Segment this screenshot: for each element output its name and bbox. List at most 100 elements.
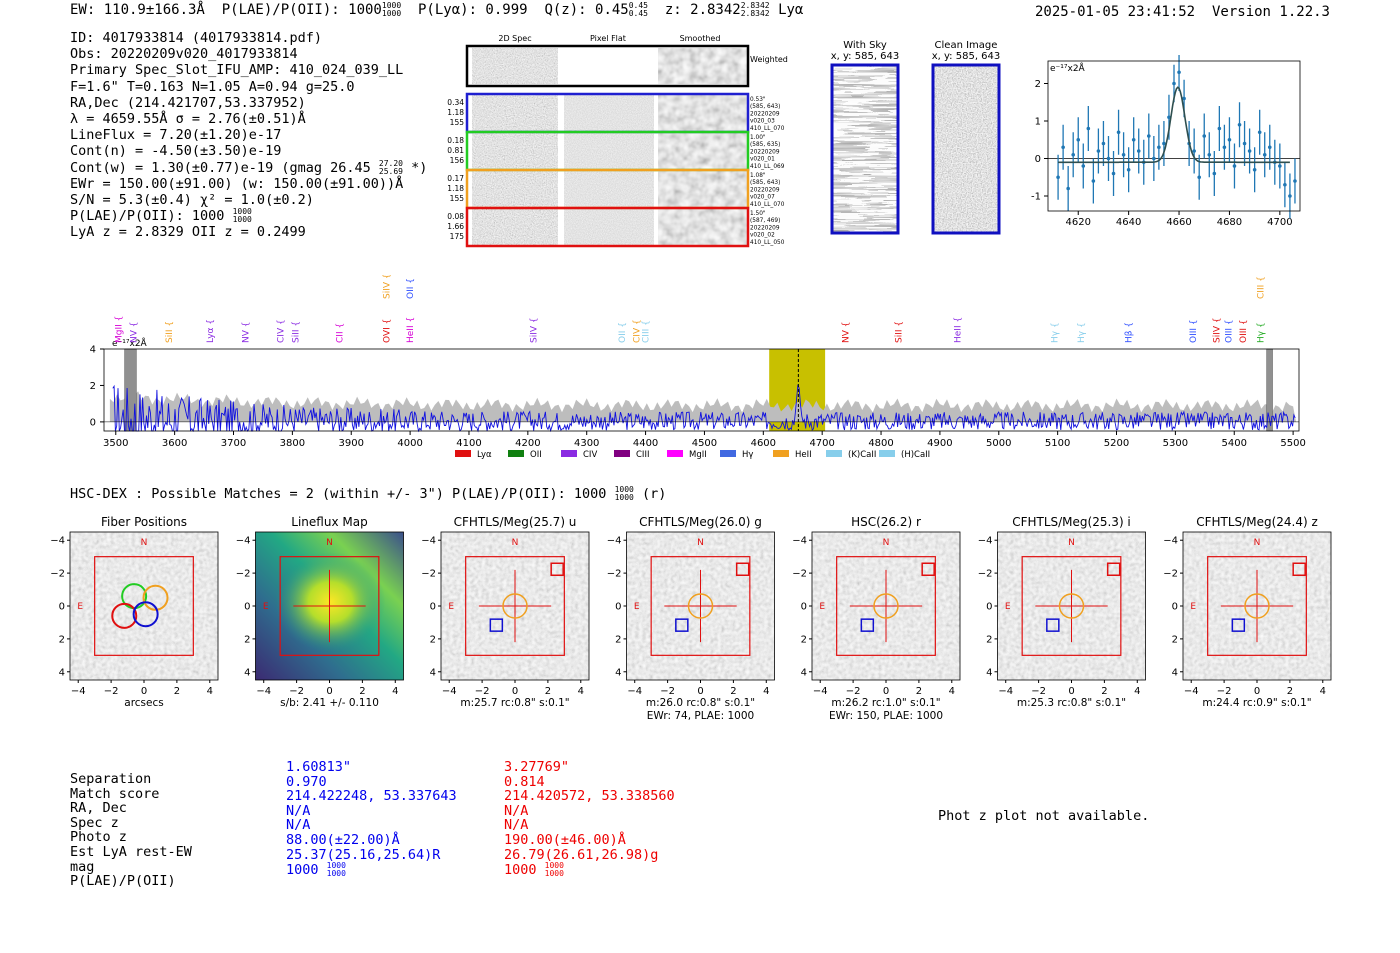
panel-caption: m:26.0 rc:0.8" s:0.1" [646, 697, 755, 709]
emission-line-label: NV { [241, 322, 251, 343]
plya-value: P(Lyα): 0.999 [418, 2, 528, 18]
match-box-red [1106, 562, 1121, 576]
north-label: N [1068, 538, 1075, 548]
data-point [1116, 130, 1121, 135]
emission-line-label: Lyα { [206, 319, 216, 343]
panel-caption: m:25.7 rc:0.8" s:0.1" [460, 697, 569, 709]
table-label: Separation [70, 771, 152, 787]
legend-swatch [720, 450, 736, 457]
photz-message: Phot z plot not available. [938, 808, 1150, 824]
search-box [1021, 556, 1122, 656]
imaging-panel-6: CFHTLS/Meg(24.4) zNE−44−22002−24−4m:24.4… [1163, 515, 1332, 709]
panel-x-tick: 2 [174, 686, 180, 697]
fiber-cutouts: 2D Spec Pixel Flat Smoothed Weighted Sum… [447, 34, 790, 248]
legend-swatch [826, 450, 842, 457]
x-tick-label: 3800 [280, 438, 305, 449]
match-box-red [550, 562, 564, 576]
info-lambda: λ = 4659.55Å σ = 2.76(±0.51)Å [70, 111, 306, 128]
table-label: Photo z [70, 829, 127, 846]
line-fit-chart: 4620 4640 4660 4680 4700 -1 0 1 2 e⁻¹⁷x2Å [1031, 55, 1301, 228]
panel-y-tick: 4 [801, 667, 807, 678]
table-cell: 1000 1000 1000 [504, 861, 564, 879]
data-point [1157, 145, 1161, 150]
panel-y-tick: −4 [236, 536, 251, 547]
y-tick-label: 1 [1035, 117, 1041, 128]
match-box-blue [489, 618, 504, 632]
cutout-side-label: 410_LL_070 [750, 202, 785, 208]
cutout-side-label: 1.00" [750, 135, 766, 141]
data-point [1056, 175, 1060, 180]
panel-y-tick: 2 [1172, 634, 1178, 645]
full-spectrum-chart: 3500 3600 3700 3800 3900 4000 4100 4200 4300 4400… [90, 275, 1306, 460]
data-point [1232, 164, 1237, 168]
cutout-header-pixelflat: Pixel Flat [590, 34, 626, 43]
match-box-blue [675, 618, 689, 632]
data-point [1152, 156, 1156, 161]
panel-caption-2: EWr: 74, PLAE: 1000 [647, 710, 754, 722]
x-tick-label: 4680 [1217, 217, 1242, 228]
panel-x-tick: −2 [104, 686, 119, 697]
north-label: N [1254, 538, 1261, 548]
east-label: E [448, 602, 454, 612]
aperture-circle [873, 593, 899, 619]
table-cell: 190.00(±46.00)Å [504, 831, 626, 848]
panel-y-tick: 4 [59, 667, 65, 678]
data-point [1227, 137, 1232, 142]
emission-line-label: NV { [129, 322, 139, 343]
table-cell: N/A [286, 817, 311, 834]
spectrum-y-unit: e⁻¹⁷x2Å [112, 337, 148, 349]
cutout-side-label: v020_01 [750, 157, 775, 163]
x-tick-label: 5000 [986, 438, 1011, 449]
table-cell: 214.422248, 53.337643 [286, 788, 457, 805]
data-point [1257, 130, 1262, 135]
x-tick-label: 3600 [162, 438, 187, 449]
cutout-value: 0.34 [447, 98, 464, 107]
sky-images: With Sky x, y: 585, 643 Clean Image x, y… [830, 40, 1001, 235]
data-point [1111, 171, 1116, 176]
panel-x-tick: −4 [813, 686, 828, 697]
north-label: N [883, 538, 890, 548]
panel-x-tick: 4 [578, 686, 584, 697]
clean-image-title: Clean Image [935, 40, 998, 51]
panel-y-tick: 4 [986, 667, 992, 678]
cutout-side-label: (585, 635) [750, 142, 780, 148]
y-tick-label: 2 [90, 381, 96, 392]
panel-x-tick: −4 [1184, 686, 1199, 697]
panel-x-tick: −2 [289, 686, 304, 697]
timestamp-version: 2025-01-05 23:41:52 Version 1.22.3 [1035, 4, 1330, 20]
panel-x-tick: 0 [1254, 686, 1260, 697]
panel-x-tick: 0 [883, 686, 889, 697]
north-label: N [141, 538, 148, 548]
aperture-circle [502, 593, 528, 619]
table-label: Match score [70, 785, 160, 802]
imaging-panel-5: CFHTLS/Meg(25.3) i N E −4 4 −2 2 0 0 2 −2 4 −4 m:25.3… [978, 515, 1146, 709]
panel-x-tick: 4 [392, 686, 398, 697]
panel-y-tick: −2 [50, 569, 65, 580]
panel-y-tick: −2 [1163, 569, 1178, 580]
emission-line-label: SiII { [165, 321, 175, 343]
data-point [1283, 182, 1287, 187]
ew-value: EW: 110.9±166.3Å [70, 2, 205, 18]
cutout-value: 0.17 [447, 174, 464, 183]
panel-x-tick: 4 [1134, 686, 1140, 697]
panel-x-tick: 0 [1068, 686, 1074, 697]
data-point [1242, 141, 1247, 146]
panel-x-tick: 4 [207, 686, 213, 697]
x-tick-label: 5400 [1222, 438, 1247, 449]
panel-y-tick: 0 [986, 602, 992, 613]
emission-line-label: CIII { [642, 320, 652, 343]
east-label: E [1005, 602, 1011, 612]
legend-label: MgII [689, 450, 707, 460]
data-point [1192, 149, 1196, 153]
table-label: Est LyA rest-EW [70, 843, 192, 860]
panel-title: HSC(26.2) r [851, 515, 921, 529]
panel-x-tick: −2 [1031, 686, 1046, 697]
panel-y-tick: 2 [986, 634, 992, 645]
panel-x-tick: −2 [660, 686, 675, 697]
data-point [1106, 156, 1111, 161]
match-box-red [735, 562, 750, 576]
table-cell: 25.37(25.16,25.64)R [286, 846, 441, 863]
panel-title: Fiber Positions [101, 515, 187, 529]
version: Version 1.22.3 [1211, 4, 1330, 20]
data-point [1081, 164, 1086, 168]
